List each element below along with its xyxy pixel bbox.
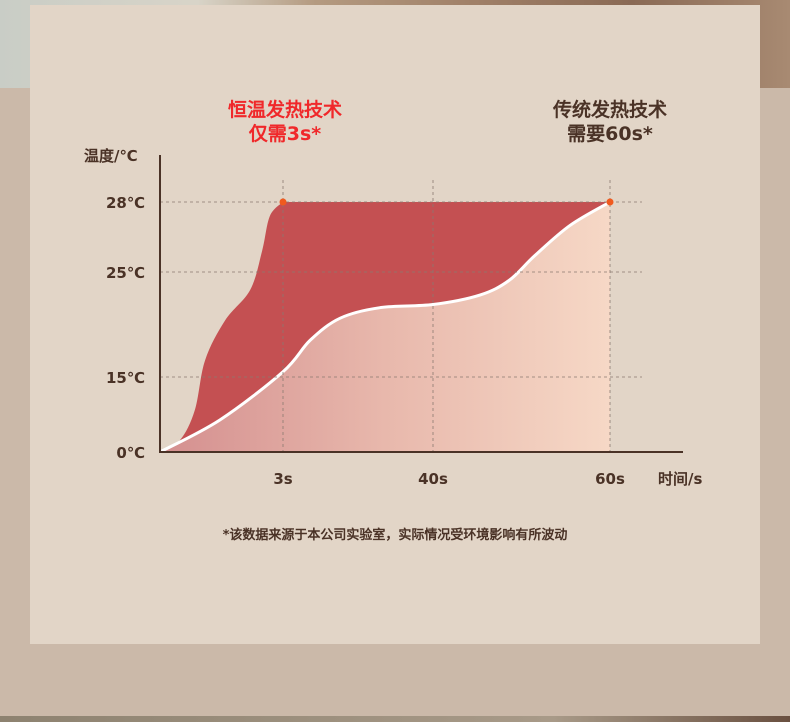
x-tick-label: 3s [273, 470, 292, 488]
y-tick-label: 25℃ [106, 264, 145, 282]
x-axis-label: 时间/s [658, 470, 702, 488]
y-tick-label: 0℃ [116, 444, 145, 462]
right-title-line1: 传统发热技术 [552, 99, 667, 121]
data-point-marker [279, 198, 287, 206]
y-tick-label: 28℃ [106, 194, 145, 212]
right-title-line2: 需要60s* [567, 123, 653, 145]
footnote: *该数据来源于本公司实验室，实际情况受环境影响有所波动 [222, 528, 568, 543]
left-title-line2: 仅需3s* [248, 123, 322, 145]
y-tick-label: 15℃ [106, 369, 145, 387]
series-constant-heating-area [160, 202, 610, 452]
x-tick-label: 40s [418, 470, 448, 488]
constant-heating-title: 恒温发热技术 仅需3s* [200, 98, 370, 146]
traditional-heating-title: 传统发热技术 需要60s* [530, 98, 690, 146]
bottom-photo-strip [0, 716, 790, 722]
x-tick-label: 60s [595, 470, 625, 488]
series-traditional-heating-area [160, 202, 610, 452]
data-point-marker [606, 198, 614, 206]
left-title-line1: 恒温发热技术 [227, 99, 342, 121]
y-axis-label: 温度/℃ [84, 147, 138, 165]
series-traditional-heating-line [159, 200, 611, 454]
